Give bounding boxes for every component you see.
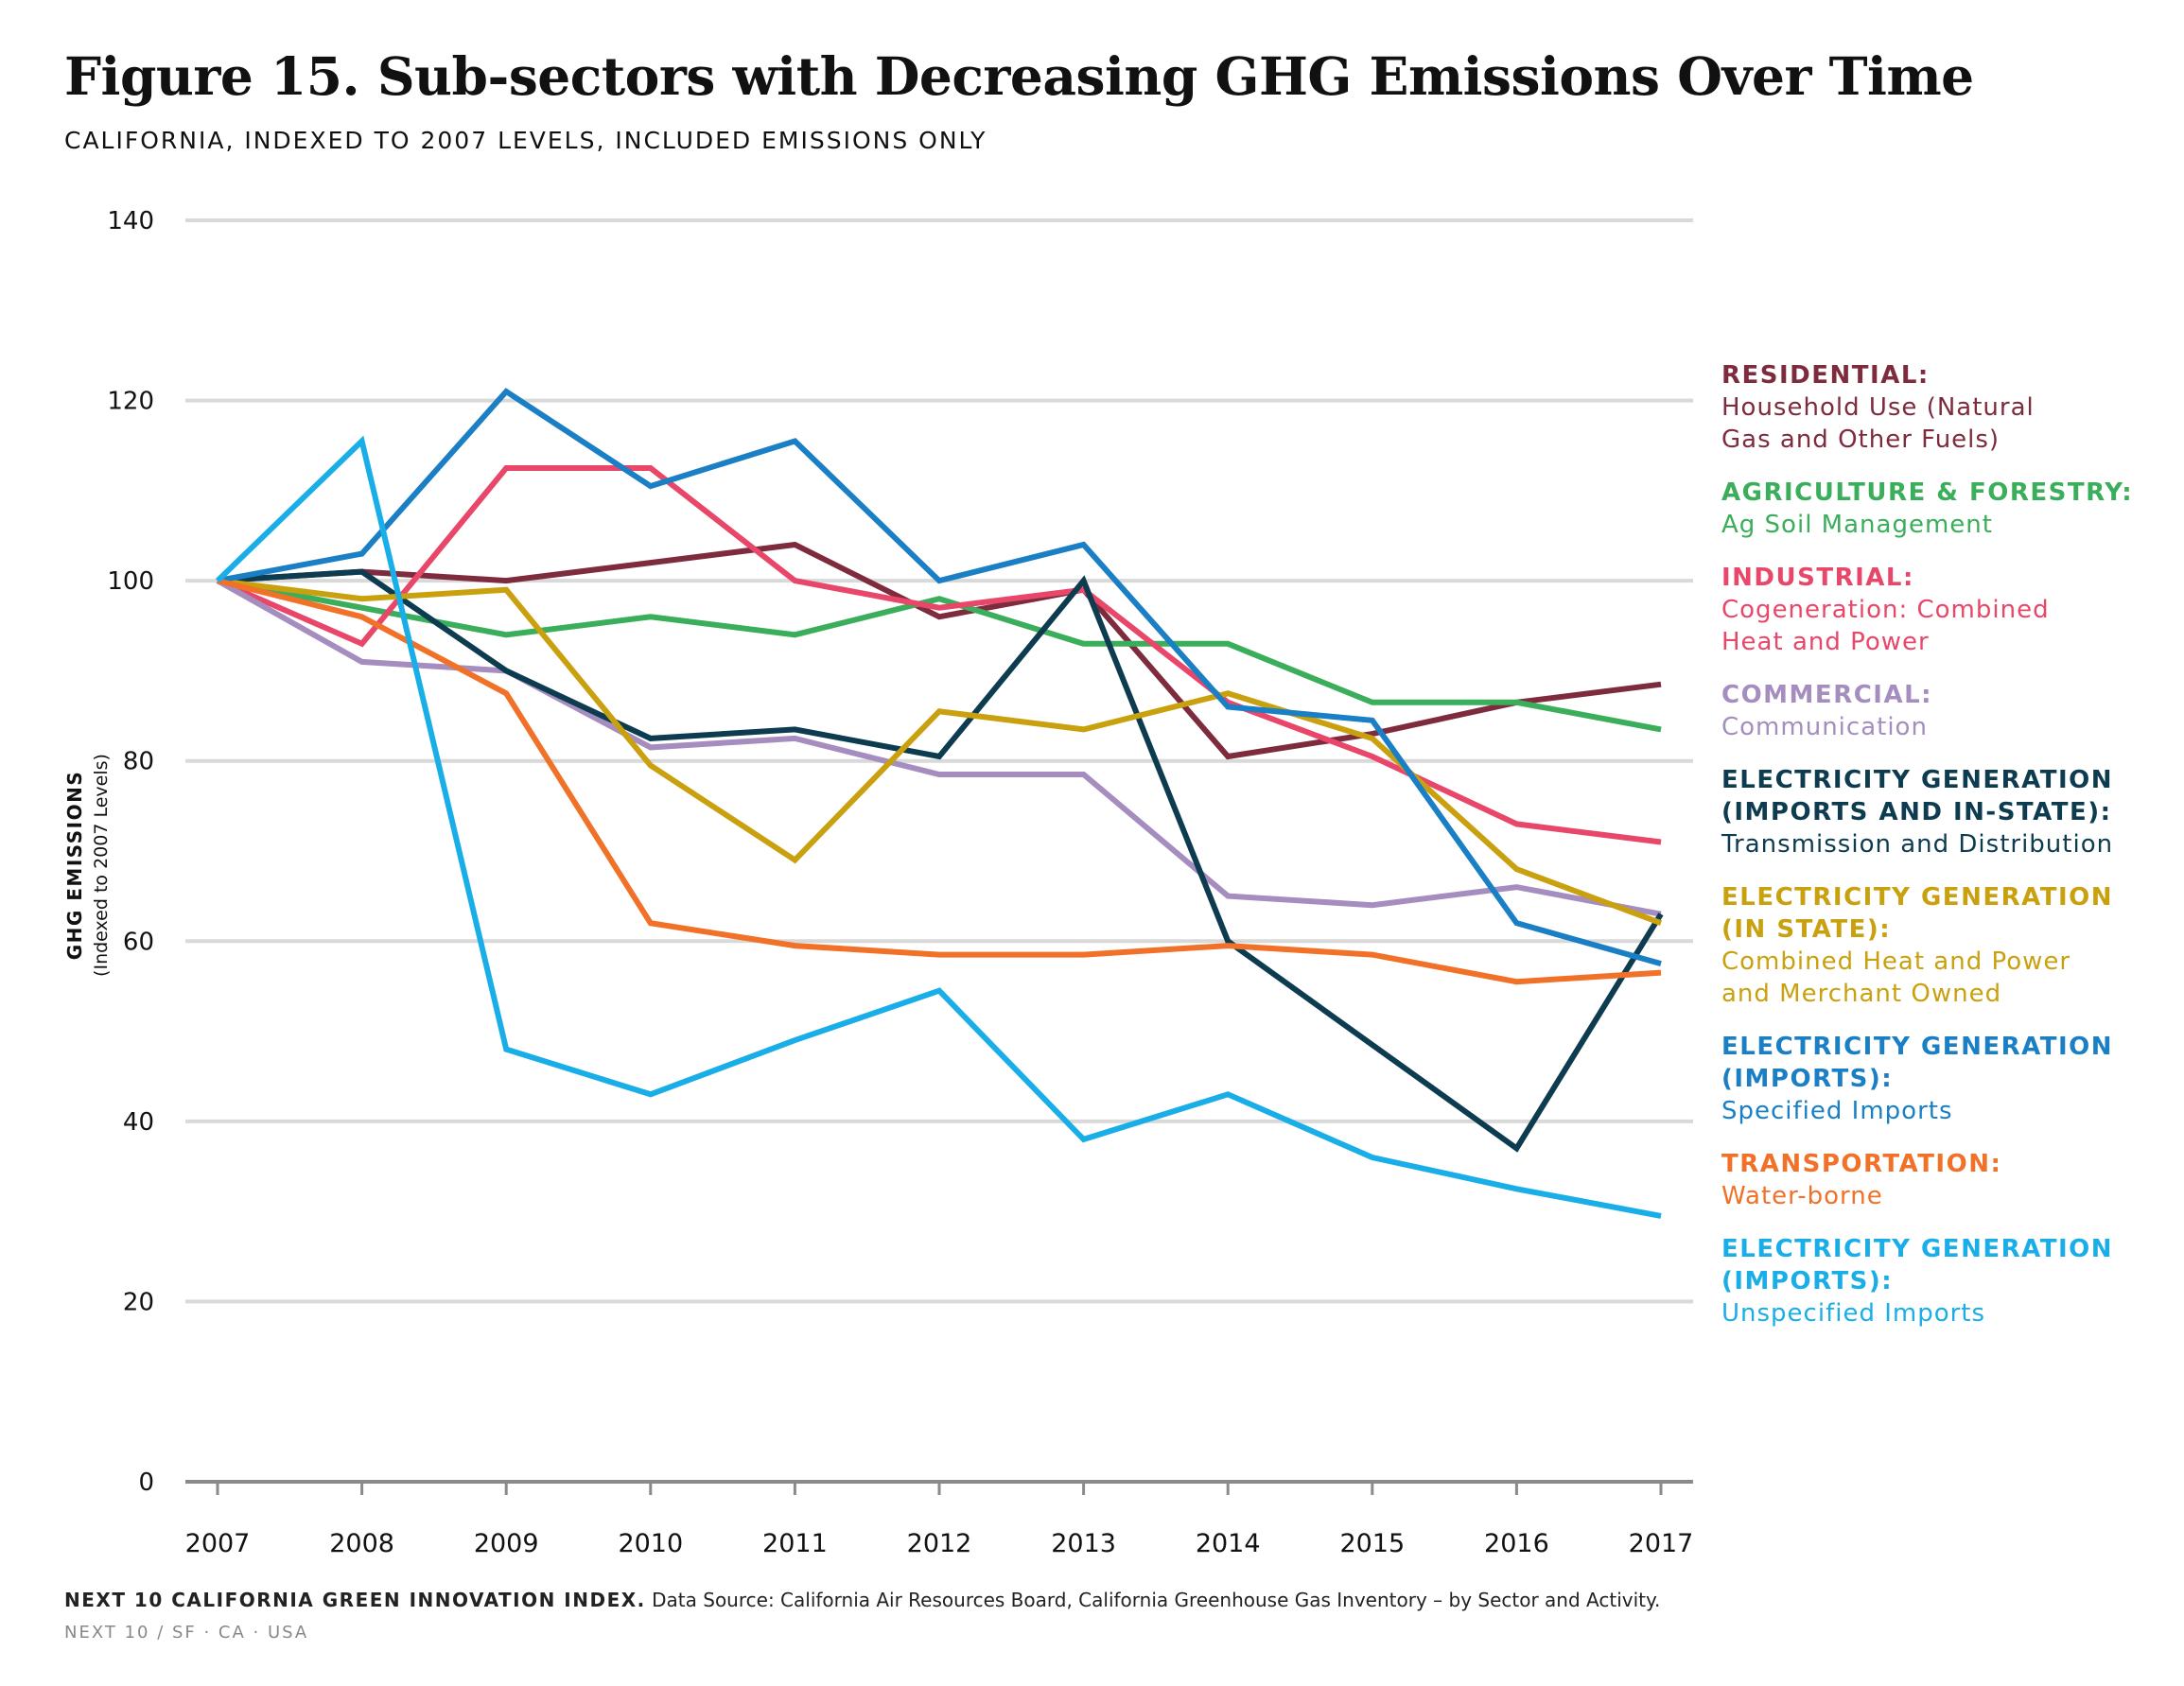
legend-series-detail: Combined Heat and Power bbox=[1721, 947, 2071, 976]
legend-item: INDUSTRIAL: Cogeneration: Combined Heat an… bbox=[1721, 562, 2166, 658]
legend-series-name: (IN STATE): bbox=[1721, 915, 1892, 944]
series-line-5 bbox=[217, 568, 1664, 1153]
legend-series-detail: Transmission and Distribution bbox=[1721, 830, 2114, 859]
chart-subtitle: CALIFORNIA, INDEXED TO 2007 LEVELS, INCL… bbox=[64, 127, 987, 154]
legend-series-name: AGRICULTURE & FORESTRY: bbox=[1721, 478, 2134, 507]
legend-series-detail: Unspecified Imports bbox=[1721, 1299, 1986, 1328]
series-line-8 bbox=[217, 578, 1662, 985]
legend-series-detail: Water-borne bbox=[1721, 1182, 1883, 1210]
series-line-9 bbox=[215, 435, 1662, 1219]
chart-legend: RESIDENTIAL: Household Use (Natural Gas an… bbox=[1721, 359, 2166, 1350]
legend-item: ELECTRICITY GENERATION (IMPORTS): Unspecif… bbox=[1721, 1233, 2166, 1330]
legend-series-name: ELECTRICITY GENERATION bbox=[1721, 1235, 2113, 1263]
x-tick-label: 2010 bbox=[618, 1529, 683, 1558]
legend-series-name: COMMERCIAL: bbox=[1721, 681, 1933, 709]
legend-series-name: TRANSPORTATION: bbox=[1721, 1150, 2002, 1178]
legend-item: ELECTRICITY GENERATION (IN STATE): Combine… bbox=[1721, 881, 2166, 1010]
legend-series-detail: Cogeneration: Combined bbox=[1721, 596, 2050, 624]
y-tick-label: 40 bbox=[123, 1108, 154, 1137]
footer-source-text: Data Source: California Air Resources Bo… bbox=[645, 1589, 1661, 1611]
series-line-6 bbox=[217, 578, 1663, 927]
y-axis-title: GHG EMISSIONS bbox=[63, 771, 86, 961]
y-tick-label: 100 bbox=[107, 567, 154, 596]
legend-series-name: (IMPORTS): bbox=[1721, 1065, 1894, 1093]
legend-series-name: (IMPORTS AND IN-STATE): bbox=[1721, 798, 2112, 826]
y-tick-label: 20 bbox=[123, 1288, 154, 1316]
x-tick-label: 2007 bbox=[185, 1529, 251, 1558]
legend-series-name: (IMPORTS): bbox=[1721, 1267, 1894, 1295]
legend-series-name: ELECTRICITY GENERATION bbox=[1721, 766, 2113, 794]
legend-series-detail: Gas and Other Fuels) bbox=[1721, 426, 2001, 454]
legend-series-detail: Communication bbox=[1721, 713, 1928, 741]
legend-series-name: ELECTRICITY GENERATION bbox=[1721, 1033, 2113, 1061]
x-tick-label: 2009 bbox=[474, 1529, 539, 1558]
legend-series-detail: and Merchant Owned bbox=[1721, 980, 2002, 1008]
series-line-7 bbox=[217, 388, 1662, 966]
legend-series-detail: Heat and Power bbox=[1721, 628, 1930, 656]
x-tick-label: 2011 bbox=[762, 1529, 828, 1558]
x-tick-label: 2012 bbox=[907, 1529, 972, 1558]
series-line-1 bbox=[217, 541, 1662, 760]
x-tick-label: 2014 bbox=[1196, 1529, 1261, 1558]
legend-series-detail: Specified Imports bbox=[1721, 1097, 1953, 1125]
y-tick-label: 140 bbox=[107, 207, 154, 235]
footer-source: NEXT 10 CALIFORNIA GREEN INNOVATION INDE… bbox=[64, 1589, 1660, 1611]
legend-item: COMMERCIAL: Communication bbox=[1721, 679, 2166, 743]
legend-series-detail: Household Use (Natural bbox=[1721, 393, 2035, 422]
legend-series-name: RESIDENTIAL: bbox=[1721, 361, 1930, 390]
legend-item: RESIDENTIAL: Household Use (Natural Gas an… bbox=[1721, 359, 2166, 456]
y-tick-label: 0 bbox=[138, 1469, 154, 1497]
y-tick-label: 80 bbox=[123, 748, 154, 776]
x-tick-label: 2017 bbox=[1629, 1529, 1694, 1558]
y-tick-label: 60 bbox=[123, 928, 154, 956]
legend-series-name: ELECTRICITY GENERATION bbox=[1721, 883, 2113, 912]
legend-series-detail: Ag Soil Management bbox=[1721, 511, 1993, 539]
footer-source-label: NEXT 10 CALIFORNIA GREEN INNOVATION INDE… bbox=[64, 1589, 646, 1611]
legend-item: TRANSPORTATION: Water-borne bbox=[1721, 1148, 2166, 1212]
legend-item: AGRICULTURE & FORESTRY: Ag Soil Managemen… bbox=[1721, 477, 2166, 541]
legend-item: ELECTRICITY GENERATION (IMPORTS AND IN-ST… bbox=[1721, 764, 2166, 860]
x-tick-label: 2008 bbox=[329, 1529, 394, 1558]
series-line-2 bbox=[217, 578, 1662, 733]
x-tick-label: 2016 bbox=[1484, 1529, 1549, 1558]
x-tick-label: 2013 bbox=[1051, 1529, 1116, 1558]
footer-org: NEXT 10 / SF · CA · USA bbox=[64, 1623, 309, 1643]
y-axis-subtitle: (Indexed to 2007 Levels) bbox=[91, 754, 112, 977]
legend-item: ELECTRICITY GENERATION (IMPORTS): Specifie… bbox=[1721, 1031, 2166, 1127]
y-tick-label: 120 bbox=[107, 388, 154, 416]
legend-series-name: INDUSTRIAL: bbox=[1721, 564, 1914, 592]
chart-title: Figure 15. Sub-sectors with Decreasing G… bbox=[64, 45, 1974, 107]
x-tick-label: 2015 bbox=[1339, 1529, 1405, 1558]
